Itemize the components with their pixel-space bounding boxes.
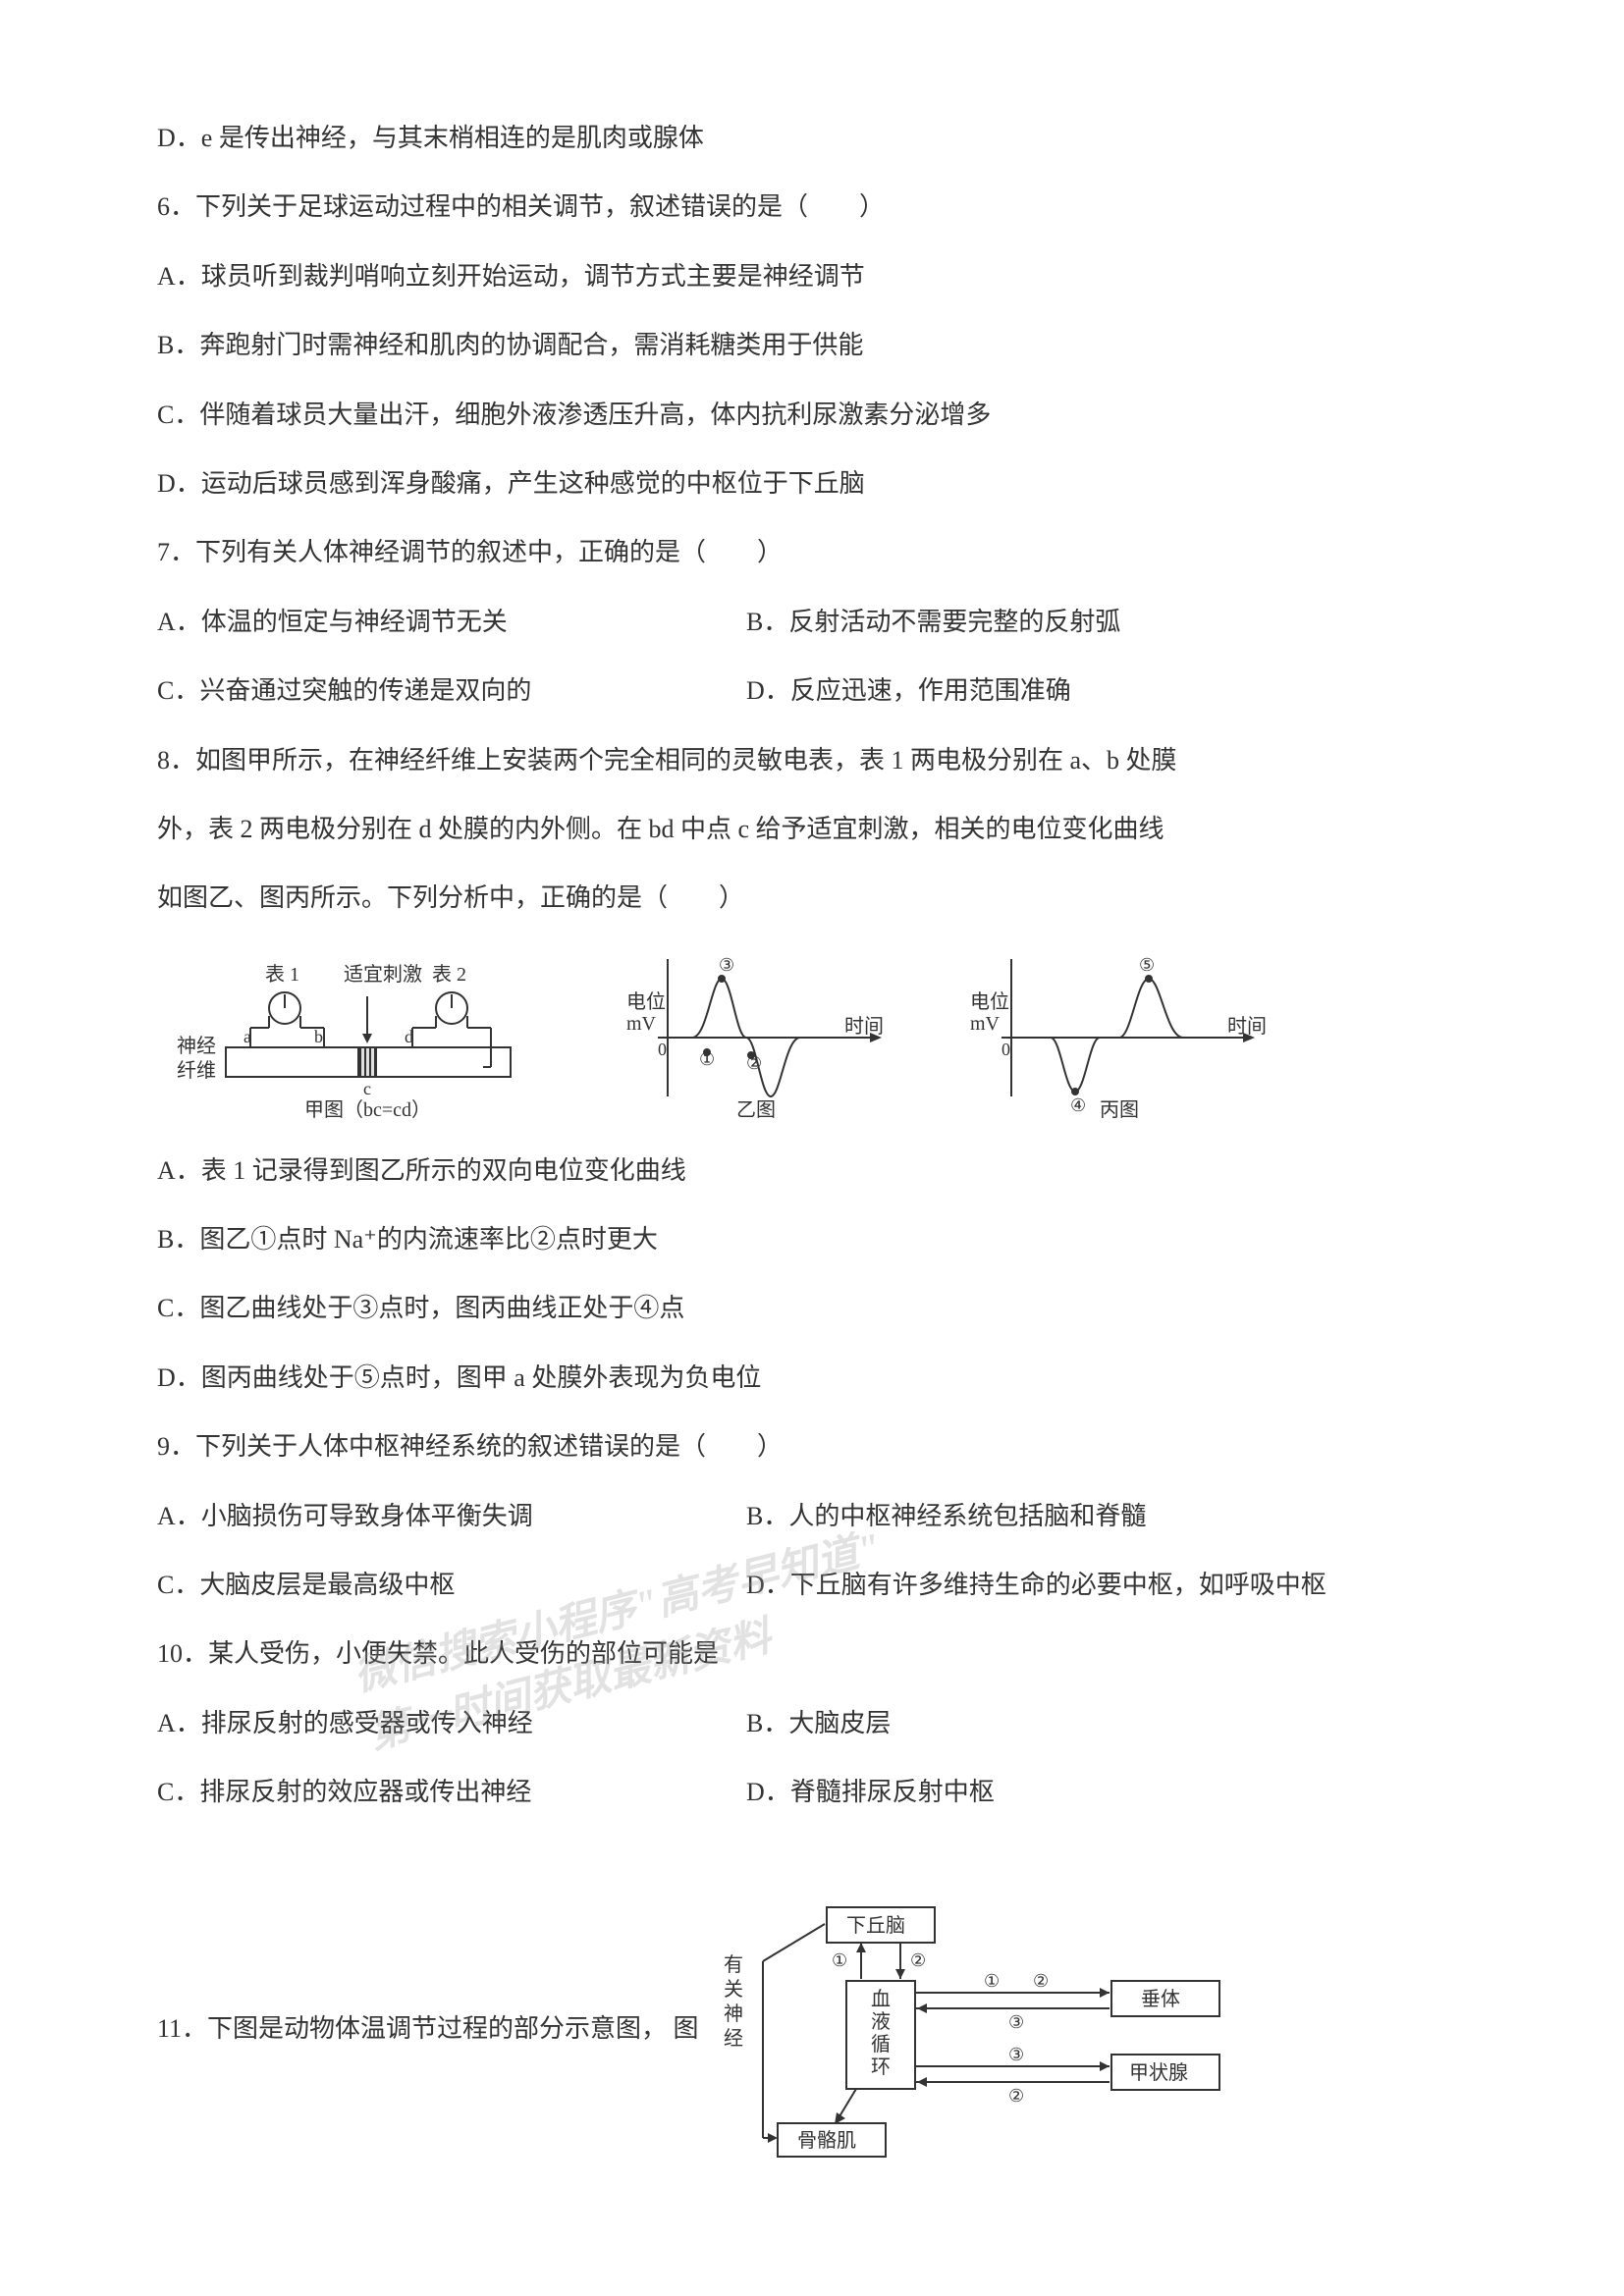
q8-option-a: A．表 1 记录得到图乙所示的双向电位变化曲线 bbox=[157, 1141, 1467, 1201]
q6-option-d: D．运动后球员感到浑身酸痛，产生这种感觉的中枢位于下丘脑 bbox=[157, 454, 1467, 514]
q7-row-ab: A．体温的恒定与神经调节无关 B．反射活动不需要完整的反射弧 bbox=[157, 592, 1467, 653]
svg-text:mV: mV bbox=[626, 1013, 657, 1035]
svg-text:0: 0 bbox=[1001, 1040, 1010, 1059]
q7-option-d: D．反应迅速，作用范围准确 bbox=[746, 661, 1071, 721]
svg-text:丙图: 丙图 bbox=[1100, 1099, 1139, 1121]
svg-text:表 1: 表 1 bbox=[265, 963, 299, 986]
svg-text:甲图（bc=cd）: 甲图（bc=cd） bbox=[304, 1098, 431, 1121]
svg-text:②: ② bbox=[910, 1950, 926, 1970]
svg-text:⑤: ⑤ bbox=[1139, 955, 1155, 975]
svg-text:d: d bbox=[405, 1027, 413, 1046]
q6-stem: 6．下列关于足球运动过程中的相关调节，叙述错误的是（ ） bbox=[157, 177, 1467, 238]
svg-text:电位: 电位 bbox=[626, 990, 666, 1013]
q7-row-cd: C．兴奋通过突触的传递是双向的 D．反应迅速，作用范围准确 bbox=[157, 661, 1467, 721]
svg-text:适宜刺激: 适宜刺激 bbox=[344, 963, 422, 986]
q6-option-c: C．伴随着球员大量出汗，细胞外液渗透压升高，体内抗利尿激素分泌增多 bbox=[157, 385, 1467, 446]
svg-text:时间: 时间 bbox=[1227, 1015, 1267, 1038]
q9-option-a: A．小脑损伤可导致身体平衡失调 bbox=[157, 1486, 746, 1547]
q10-row-cd: C．排尿反射的效应器或传出神经 D．脊髓排尿反射中枢 bbox=[157, 1762, 1467, 1823]
q11-stem: 11．下图是动物体温调节过程的部分示意图， 图 bbox=[157, 1999, 699, 2059]
svg-text:c: c bbox=[363, 1079, 371, 1098]
q6-option-a: A．球员听到裁判哨响立刻开始运动，调节方式主要是神经调节 bbox=[157, 246, 1467, 307]
q8-option-b: B．图乙①点时 Na⁺的内流速率比②点时更大 bbox=[157, 1209, 1467, 1270]
q10-row-ab: A．排尿反射的感受器或传入神经 B．大脑皮层 bbox=[157, 1693, 1467, 1754]
q10-option-a: A．排尿反射的感受器或传入神经 bbox=[157, 1693, 746, 1754]
svg-text:②: ② bbox=[1033, 1971, 1049, 1991]
svg-text:垂体: 垂体 bbox=[1141, 1988, 1180, 2010]
svg-text:表 2: 表 2 bbox=[432, 963, 466, 986]
q7-option-b: B．反射活动不需要完整的反射弧 bbox=[746, 592, 1120, 653]
svg-text:④: ④ bbox=[1070, 1095, 1086, 1115]
q8-stem-l2: 外，表 2 两电极分别在 d 处膜的内外侧。在 bd 中点 c 给予适宜刺激，相… bbox=[157, 799, 1467, 860]
svg-text:甲状腺: 甲状腺 bbox=[1129, 2061, 1188, 2084]
svg-text:下丘脑: 下丘脑 bbox=[846, 1914, 905, 1937]
q8-stem-l1: 8．如图甲所示，在神经纤维上安装两个完全相同的灵敏电表，表 1 两电极分别在 a… bbox=[157, 730, 1467, 791]
svg-text:③: ③ bbox=[1008, 2045, 1024, 2064]
svg-text:神: 神 bbox=[724, 2002, 743, 2025]
svg-text:电位: 电位 bbox=[970, 990, 1009, 1013]
q9-row-ab: A．小脑损伤可导致身体平衡失调 B．人的中枢神经系统包括脑和脊髓 bbox=[157, 1486, 1467, 1547]
q9-row-cd: C．大脑皮层是最高级中枢 D．下丘脑有许多维持生命的必要中枢，如呼吸中枢 bbox=[157, 1555, 1467, 1616]
svg-text:①: ① bbox=[832, 1950, 847, 1970]
svg-text:b: b bbox=[314, 1027, 323, 1046]
svg-text:a: a bbox=[244, 1027, 251, 1046]
svg-text:时间: 时间 bbox=[844, 1015, 884, 1038]
svg-text:骨骼肌: 骨骼肌 bbox=[797, 2129, 856, 2152]
svg-text:有: 有 bbox=[724, 1953, 743, 1976]
q9-option-d: D．下丘脑有许多维持生命的必要中枢，如呼吸中枢 bbox=[746, 1555, 1326, 1616]
svg-text:③: ③ bbox=[1008, 2012, 1024, 2032]
svg-text:血: 血 bbox=[871, 1988, 891, 2010]
q8-option-c: C．图乙曲线处于③点时，图丙曲线正处于④点 bbox=[157, 1278, 1467, 1339]
svg-text:③: ③ bbox=[719, 955, 734, 975]
q10-option-b: B．大脑皮层 bbox=[746, 1693, 891, 1754]
q7-stem: 7．下列有关人体神经调节的叙述中，正确的是（ ） bbox=[157, 522, 1467, 583]
q8-figure: 表 1 适宜刺激 表 2 神经 纤维 a b c d 甲图（bc=cd） 电位 … bbox=[157, 939, 1335, 1126]
q10-stem: 10．某人受伤，小便失禁。此人受伤的部位可能是 bbox=[157, 1624, 1467, 1684]
svg-text:循: 循 bbox=[871, 2033, 891, 2056]
svg-text:纤维: 纤维 bbox=[177, 1059, 216, 1082]
svg-text:关: 关 bbox=[724, 1978, 743, 2001]
q11-figure: 有 关 神 经 下丘脑 血 液 循 环 骨骼肌 垂体 bbox=[719, 1902, 1288, 2158]
q6-option-b: B．奔跑射门时需神经和肌肉的协调配合，需消耗糖类用于供能 bbox=[157, 315, 1467, 376]
q10-option-d: D．脊髓排尿反射中枢 bbox=[746, 1762, 995, 1823]
q9-option-c: C．大脑皮层是最高级中枢 bbox=[157, 1555, 746, 1616]
svg-text:0: 0 bbox=[658, 1040, 667, 1059]
svg-text:经: 经 bbox=[724, 2027, 743, 2050]
q9-option-b: B．人的中枢神经系统包括脑和脊髓 bbox=[746, 1486, 1146, 1547]
svg-text:神经: 神经 bbox=[177, 1035, 216, 1057]
q8-stem-l3: 如图乙、图丙所示。下列分析中，正确的是（ ） bbox=[157, 868, 1467, 929]
q7-option-c: C．兴奋通过突触的传递是双向的 bbox=[157, 661, 746, 721]
q9-stem: 9．下列关于人体中枢神经系统的叙述错误的是（ ） bbox=[157, 1416, 1467, 1477]
svg-text:①: ① bbox=[984, 1971, 1000, 1991]
q10-option-c: C．排尿反射的效应器或传出神经 bbox=[157, 1762, 746, 1823]
svg-text:乙图: 乙图 bbox=[736, 1099, 776, 1121]
svg-text:环: 环 bbox=[871, 2056, 891, 2078]
svg-text:mV: mV bbox=[970, 1013, 1001, 1035]
q7-option-a: A．体温的恒定与神经调节无关 bbox=[157, 592, 746, 653]
svg-text:液: 液 bbox=[871, 2010, 891, 2033]
q8-option-d: D．图丙曲线处于⑤点时，图甲 a 处膜外表现为负电位 bbox=[157, 1348, 1467, 1409]
q5-option-d: D．e 是传出神经，与其末梢相连的是肌肉或腺体 bbox=[157, 108, 1467, 169]
svg-text:②: ② bbox=[1008, 2086, 1024, 2106]
